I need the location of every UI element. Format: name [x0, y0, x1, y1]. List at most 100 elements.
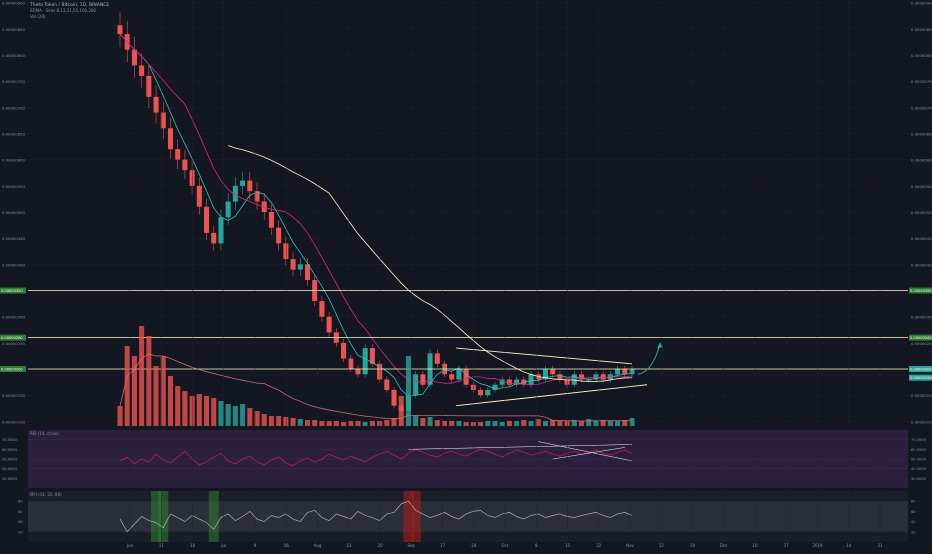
level-tag-right — [909, 287, 932, 294]
volume-ma-line — [119, 353, 633, 422]
time-tick-label: 9 — [254, 543, 257, 548]
rsi-tick-label-right: 40.0000 — [911, 467, 927, 471]
volume-bar — [600, 420, 606, 426]
time-tick-label: 14 — [846, 543, 852, 548]
volume-bar — [189, 396, 195, 426]
volume-bar — [578, 421, 585, 426]
time-tick-label: 21 — [877, 543, 883, 548]
candle-body — [283, 243, 289, 260]
candle-body — [420, 374, 426, 385]
price-tick-label-left: 0.00000800 — [2, 53, 26, 58]
candle-body — [514, 379, 520, 385]
time-tick-label: 19 — [690, 543, 696, 548]
ma-mid-line — [119, 33, 633, 386]
volume-bar — [117, 406, 123, 426]
candle-body — [182, 159, 188, 171]
candle-body — [261, 201, 267, 212]
time-tick-label: 13 — [346, 543, 352, 548]
price-tick-label-right: 0.00000800 — [911, 53, 932, 58]
volume-bar — [196, 394, 202, 426]
volume-bar — [384, 420, 390, 426]
volume-bar — [550, 420, 556, 426]
volume-bar — [225, 404, 231, 426]
vol-legend: Vol (20) — [30, 14, 46, 19]
candle-body — [463, 369, 469, 385]
volume-bar — [514, 421, 520, 426]
volume-bar — [167, 376, 174, 426]
time-tick-label: 10 — [752, 543, 758, 548]
candle-body — [304, 264, 311, 281]
rsi-tick-label-right: 70.0000 — [911, 438, 927, 442]
volume-bar — [204, 396, 210, 426]
rsi-trendline — [552, 447, 625, 460]
volume-bar — [441, 421, 448, 426]
time-tick-label: Sep — [407, 543, 415, 548]
volume-bar — [276, 416, 282, 426]
candle-body — [290, 259, 296, 270]
price-tick-label-right: 0.00000400 — [911, 262, 932, 267]
ma-fast-line — [119, 33, 633, 397]
mfi-tick-label-right: 80 — [911, 500, 916, 504]
volume-bar — [131, 356, 137, 426]
mfi-signal-highlight — [410, 491, 421, 542]
candle-body — [586, 379, 592, 381]
volume-bar — [304, 420, 311, 426]
volume-bar — [369, 421, 375, 426]
price-tick-label-right: 0.00000650 — [911, 131, 932, 136]
rsi-legend: RSI (14, close) — [30, 431, 59, 436]
candle-body — [557, 374, 563, 380]
volume-bar — [290, 418, 296, 426]
price-tick-label-right: 0.00000550 — [911, 184, 932, 189]
candle-body — [413, 374, 419, 396]
volume-bar — [492, 421, 498, 426]
mfi-signal-highlight — [158, 491, 169, 542]
candle-body — [348, 358, 354, 370]
price-tick-label-left: 0.00000150 — [2, 393, 26, 398]
level-tag-left — [0, 287, 26, 294]
time-tick-label: 17 — [440, 543, 446, 548]
price-tick-label-left: 0.00000750 — [2, 79, 26, 84]
candle-body — [297, 264, 303, 270]
mfi-tick-label-right: 60 — [911, 510, 916, 514]
candle-body — [218, 217, 224, 244]
volume-bar — [535, 419, 541, 426]
volume-bar — [427, 417, 433, 426]
volume-bar — [254, 411, 260, 426]
rsi-trendline — [408, 444, 633, 450]
level-tag-label-right: 0.00000260 — [910, 336, 932, 340]
mfi-signal-highlight — [208, 491, 219, 542]
volume-bar — [326, 421, 332, 426]
volume-bar — [139, 326, 145, 426]
volume-bar — [478, 422, 484, 426]
triangle-upper-trendline — [456, 347, 633, 365]
volume-bar — [593, 421, 599, 426]
volume-bar — [377, 421, 383, 426]
time-tick-label: 16 — [284, 543, 290, 548]
price-tick-label-right: 0.00000700 — [911, 105, 932, 110]
mfi-tick-label-right: 20 — [911, 530, 916, 534]
current-price-tag-label: 0.00000200 — [910, 368, 932, 372]
volume-bar — [521, 420, 527, 426]
price-tick-label-left: 0.00000700 — [2, 105, 26, 110]
candle-body — [355, 369, 361, 375]
price-tick-label-right: 0.00000500 — [911, 210, 932, 215]
volume-bar — [146, 336, 152, 426]
price-tick-label-left: 0.00000850 — [2, 27, 26, 32]
volume-bar — [160, 356, 166, 426]
volume-bar — [564, 421, 570, 426]
time-tick-label: 11 — [159, 543, 165, 548]
volume-bar — [268, 416, 274, 426]
volume-bar — [247, 408, 253, 426]
time-tick-label: 15 — [565, 543, 571, 548]
price-tick-label-right: 0.00000300 — [911, 315, 932, 320]
price-tick-label-right: 0.00000250 — [911, 341, 932, 346]
current-price-tag — [909, 374, 932, 381]
volume-bar — [153, 366, 159, 426]
volume-bar — [333, 421, 339, 426]
candle-body — [578, 374, 585, 380]
time-tick-label: Dec — [720, 543, 728, 548]
price-tick-label-right: 0.00000150 — [911, 393, 932, 398]
volume-bar — [405, 356, 411, 426]
price-tick-label-left: 0.00000100 — [2, 419, 26, 424]
